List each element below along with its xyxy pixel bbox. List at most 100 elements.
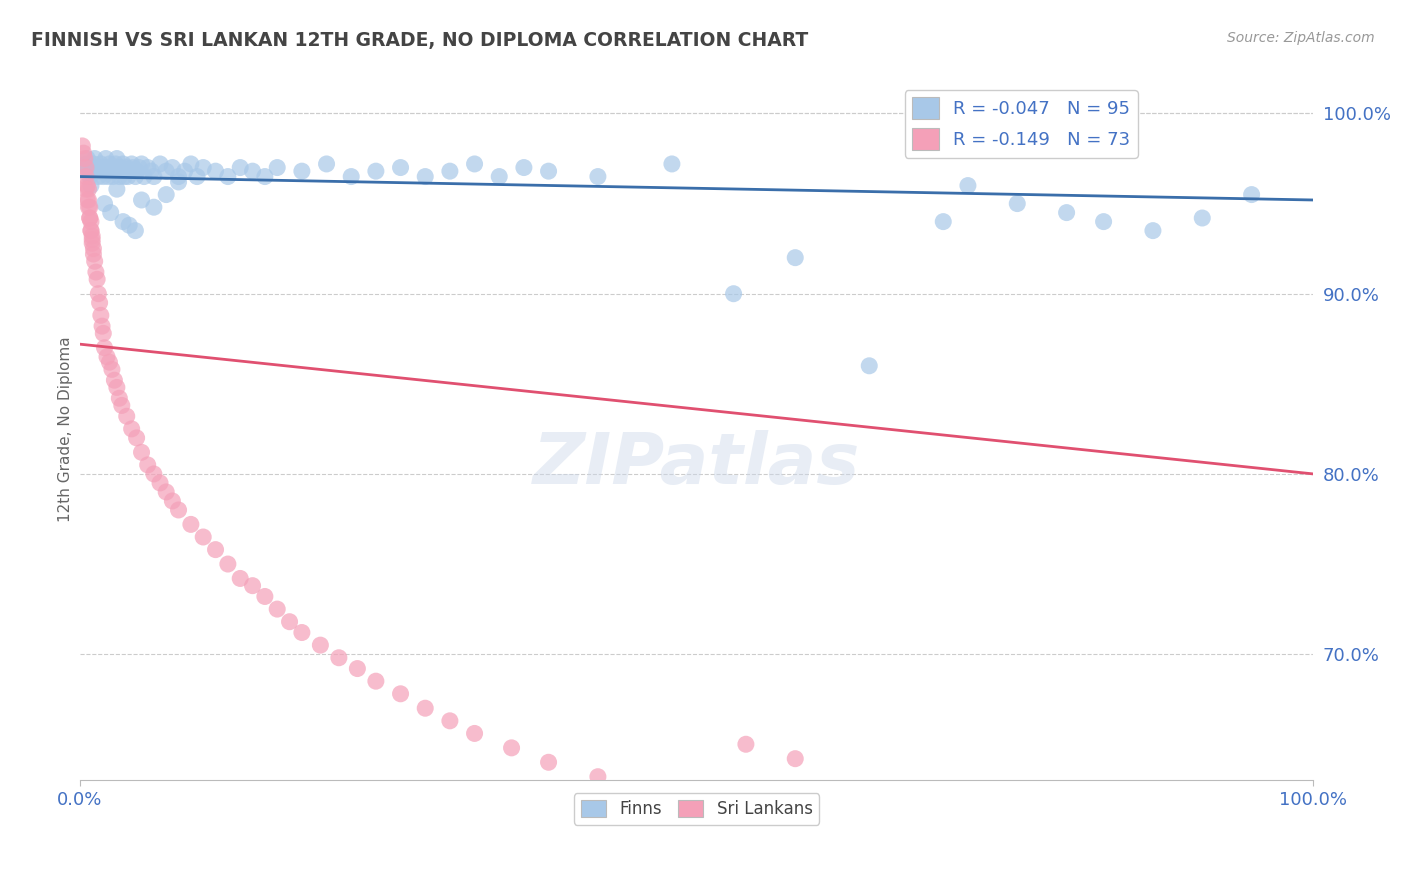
Point xyxy=(956,178,979,193)
Point xyxy=(242,164,264,178)
Point xyxy=(82,164,104,178)
Point xyxy=(636,782,658,797)
Point xyxy=(80,178,103,193)
Text: ZIPatlas: ZIPatlas xyxy=(533,430,860,499)
Point xyxy=(79,169,101,184)
Point xyxy=(131,193,153,207)
Point xyxy=(488,169,510,184)
Point xyxy=(86,161,108,175)
Point xyxy=(114,164,136,178)
Point xyxy=(1240,187,1263,202)
Point xyxy=(128,161,150,175)
Point xyxy=(111,399,134,413)
Point xyxy=(77,200,100,214)
Point xyxy=(79,211,101,225)
Point xyxy=(86,272,108,286)
Point xyxy=(118,164,141,178)
Point xyxy=(89,164,111,178)
Point xyxy=(1142,224,1164,238)
Point xyxy=(1092,214,1115,228)
Point xyxy=(155,187,177,202)
Point xyxy=(77,193,100,207)
Point xyxy=(136,161,159,175)
Point xyxy=(155,164,177,178)
Point xyxy=(115,161,138,175)
Point xyxy=(204,542,226,557)
Point xyxy=(108,391,131,405)
Point xyxy=(132,169,155,184)
Point xyxy=(79,211,101,225)
Point xyxy=(97,169,120,184)
Point xyxy=(1056,205,1078,219)
Point xyxy=(180,157,202,171)
Point xyxy=(364,674,387,689)
Point xyxy=(186,169,208,184)
Point xyxy=(162,494,184,508)
Point xyxy=(122,161,145,175)
Point xyxy=(112,214,135,228)
Point xyxy=(72,139,94,153)
Point xyxy=(932,214,955,228)
Point xyxy=(328,650,350,665)
Point xyxy=(858,359,880,373)
Point xyxy=(204,164,226,178)
Text: Source: ZipAtlas.com: Source: ZipAtlas.com xyxy=(1227,31,1375,45)
Point xyxy=(253,590,276,604)
Point xyxy=(501,740,523,755)
Point xyxy=(586,770,609,784)
Point xyxy=(315,157,337,171)
Point xyxy=(76,178,98,193)
Point xyxy=(131,445,153,459)
Point xyxy=(93,341,115,355)
Point xyxy=(110,161,132,175)
Point xyxy=(91,326,114,341)
Point xyxy=(112,157,135,171)
Point xyxy=(661,157,683,171)
Point xyxy=(77,161,100,175)
Point xyxy=(75,182,97,196)
Point xyxy=(82,157,104,171)
Point xyxy=(105,182,128,196)
Point xyxy=(229,571,252,585)
Point xyxy=(340,169,363,184)
Point xyxy=(94,152,117,166)
Point xyxy=(193,161,215,175)
Point xyxy=(90,157,112,171)
Point xyxy=(72,146,94,161)
Point xyxy=(121,422,143,436)
Point xyxy=(389,687,412,701)
Point xyxy=(413,701,436,715)
Point xyxy=(586,169,609,184)
Point xyxy=(785,251,807,265)
Point xyxy=(149,157,172,171)
Point xyxy=(105,152,128,166)
Point xyxy=(96,164,118,178)
Point xyxy=(91,319,114,334)
Text: FINNISH VS SRI LANKAN 12TH GRADE, NO DIPLOMA CORRELATION CHART: FINNISH VS SRI LANKAN 12TH GRADE, NO DIP… xyxy=(31,31,808,50)
Point xyxy=(167,169,190,184)
Point xyxy=(101,169,124,184)
Point xyxy=(155,485,177,500)
Point xyxy=(136,458,159,472)
Point xyxy=(278,615,301,629)
Point xyxy=(76,152,98,166)
Point xyxy=(266,602,288,616)
Point xyxy=(93,196,115,211)
Point xyxy=(141,164,163,178)
Point xyxy=(80,214,103,228)
Point xyxy=(101,362,124,376)
Point xyxy=(149,475,172,490)
Point xyxy=(104,157,127,171)
Point xyxy=(413,169,436,184)
Point xyxy=(83,254,105,268)
Point xyxy=(82,233,104,247)
Point xyxy=(266,161,288,175)
Point xyxy=(82,236,104,251)
Point xyxy=(685,795,707,809)
Point xyxy=(82,247,104,261)
Point xyxy=(80,224,103,238)
Point xyxy=(103,164,125,178)
Point xyxy=(108,169,131,184)
Point xyxy=(125,431,148,445)
Point xyxy=(111,164,134,178)
